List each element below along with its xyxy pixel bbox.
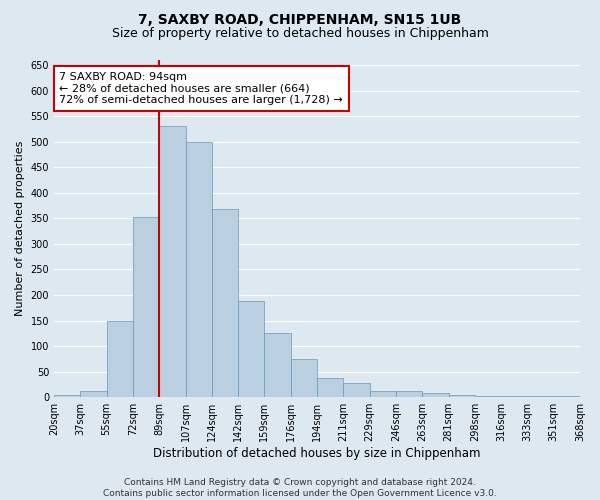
Bar — [554, 396, 580, 397]
Bar — [317, 378, 343, 397]
Text: Size of property relative to detached houses in Chippenham: Size of property relative to detached ho… — [112, 28, 488, 40]
Text: 7, SAXBY ROAD, CHIPPENHAM, SN15 1UB: 7, SAXBY ROAD, CHIPPENHAM, SN15 1UB — [139, 12, 461, 26]
Bar — [54, 394, 80, 397]
Text: Contains HM Land Registry data © Crown copyright and database right 2024.
Contai: Contains HM Land Registry data © Crown c… — [103, 478, 497, 498]
Bar — [501, 396, 527, 397]
Bar — [212, 209, 238, 397]
Bar — [107, 320, 133, 397]
Bar — [185, 142, 212, 397]
Bar — [343, 384, 370, 397]
Bar — [159, 126, 185, 397]
Bar — [449, 394, 475, 397]
X-axis label: Distribution of detached houses by size in Chippenham: Distribution of detached houses by size … — [153, 447, 481, 460]
Text: 7 SAXBY ROAD: 94sqm
← 28% of detached houses are smaller (664)
72% of semi-detac: 7 SAXBY ROAD: 94sqm ← 28% of detached ho… — [59, 72, 343, 105]
Bar — [133, 217, 159, 397]
Bar — [370, 390, 396, 397]
Bar — [265, 334, 291, 397]
Bar — [291, 359, 317, 397]
Bar — [527, 396, 554, 397]
Bar — [475, 396, 501, 397]
Bar — [422, 393, 449, 397]
Y-axis label: Number of detached properties: Number of detached properties — [15, 141, 25, 316]
Bar — [396, 390, 422, 397]
Bar — [238, 301, 265, 397]
Bar — [80, 390, 107, 397]
